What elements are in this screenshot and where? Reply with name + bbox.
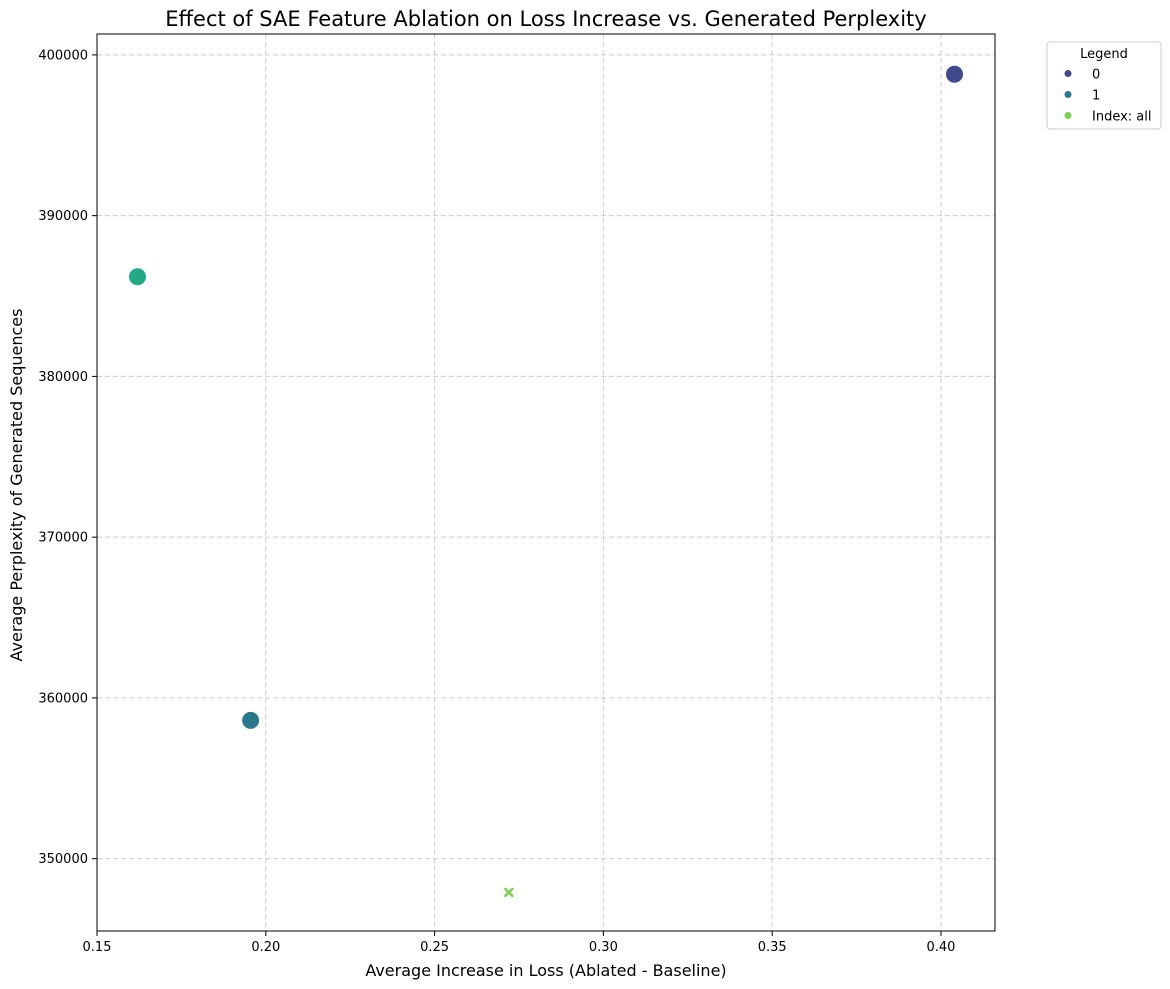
legend-box [1046,41,1162,130]
legend: Legend 0 1 Index: all [1046,41,1162,130]
legend-title: Legend [1080,47,1128,62]
legend-entry-label: 0 [1092,68,1100,83]
x-tick-label: 0.30 [589,940,618,955]
data-point-x-marker [504,887,514,898]
legend-marker [1064,70,1072,77]
legend-entries: 0 1 Index: all [1064,68,1152,125]
legend-entry-label: Index: all [1092,110,1152,125]
chart-title: Effect of SAE Feature Ablation on Loss I… [165,7,926,31]
data-point [944,64,964,84]
legend-marker [1064,112,1072,119]
x-tick-label: 0.15 [83,940,112,955]
y-tick-label: 390000 [38,209,88,224]
data-point [241,710,261,730]
x-tick-label: 0.35 [758,940,787,955]
x-axis-label: Average Increase in Loss (Ablated - Base… [365,961,726,980]
axis-ticks: 0.15 0.20 0.25 0.30 0.35 0.40 350000 360000 3700… [38,48,955,955]
x-tick-label: 0.20 [251,940,280,955]
legend-marker [1064,91,1072,98]
y-tick-label: 380000 [38,370,88,385]
y-axis-label: Average Perplexity of Generated Sequence… [7,309,26,662]
x-tick-label: 0.25 [420,940,449,955]
y-tick-label: 350000 [38,852,88,867]
y-tick-label: 400000 [38,48,88,63]
data-point [128,267,148,287]
x-tick-label: 0.40 [927,940,956,955]
data-points [128,64,964,898]
y-tick-label: 370000 [38,531,88,546]
y-tick-label: 360000 [38,691,88,706]
plot-frame [96,33,996,932]
grid-lines [97,34,995,931]
legend-entry-label: 1 [1092,89,1100,104]
